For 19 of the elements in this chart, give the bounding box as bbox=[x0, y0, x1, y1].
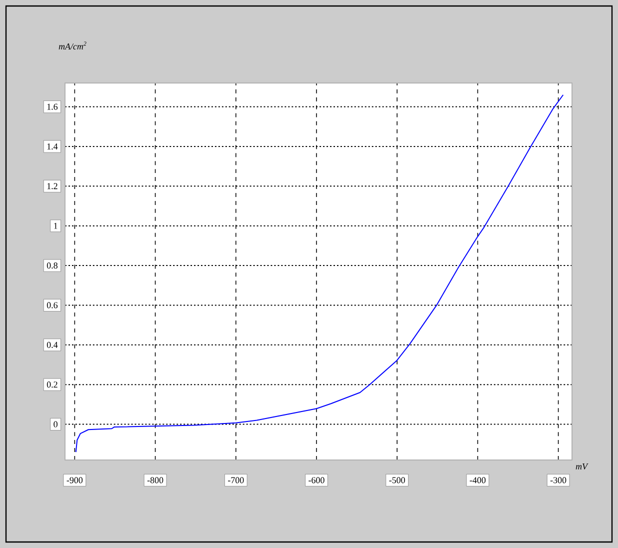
x-tick-label: -400 bbox=[470, 477, 486, 484]
x-tick-label: -700 bbox=[228, 477, 244, 484]
y-tick-label: 1.4 bbox=[47, 143, 58, 150]
x-tick-label: -900 bbox=[66, 477, 83, 484]
y-tick-label: 1.2 bbox=[47, 183, 58, 190]
y-tick-label: 0.6 bbox=[46, 302, 58, 308]
y-tick-label: 0.8 bbox=[46, 262, 58, 269]
x-tick-label: -500 bbox=[389, 477, 405, 484]
y-tick-label: 0.4 bbox=[46, 342, 58, 348]
line-series bbox=[75, 94, 564, 453]
y-tick-label: 1.6 bbox=[47, 104, 58, 110]
y-tick-label: 0.2 bbox=[46, 382, 58, 388]
x-axis-title: mV bbox=[576, 464, 588, 470]
x-tick-label: -300 bbox=[550, 477, 566, 484]
x-tick-label: -800 bbox=[147, 477, 164, 484]
y-axis-title: mA/cm$^{2}$ bbox=[58, 42, 86, 50]
y-tick-label: 0 bbox=[54, 421, 58, 428]
x-tick-label: -600 bbox=[308, 477, 324, 484]
y-tick-label: 1 bbox=[54, 222, 58, 229]
